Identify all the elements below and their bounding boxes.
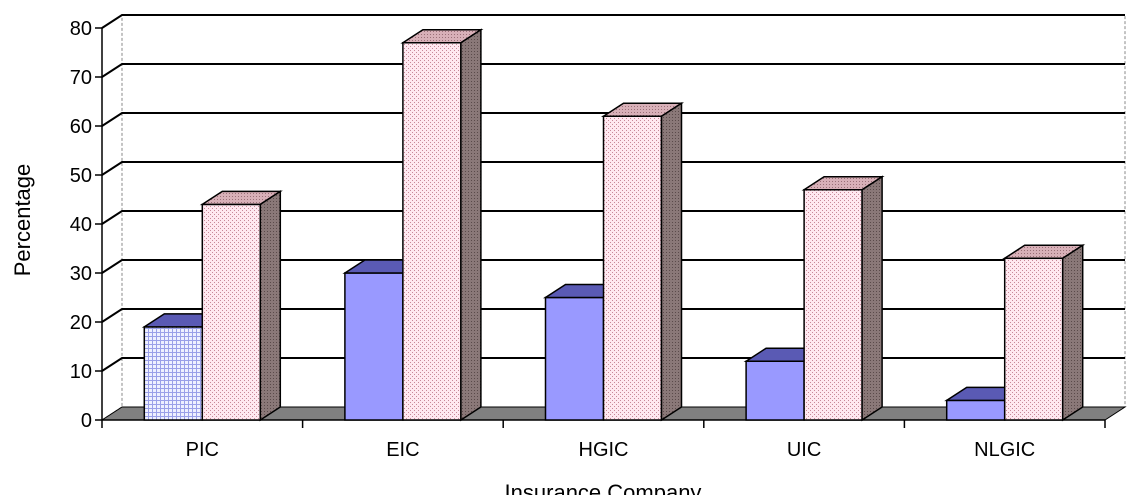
bar-front-face bbox=[544, 296, 605, 421]
bar-front-face bbox=[201, 203, 262, 421]
x-tick-label: EIC bbox=[386, 439, 419, 461]
x-axis-tick-labels: PIC EIC HGIC UIC NLGIC bbox=[186, 439, 1036, 461]
y-tick-label: 50 bbox=[70, 165, 92, 187]
gridline bbox=[101, 259, 1125, 274]
y-tick-label: 80 bbox=[70, 18, 92, 40]
bar-front-face bbox=[945, 399, 1006, 421]
y-tick-label: 60 bbox=[70, 116, 92, 138]
bars bbox=[141, 28, 1086, 422]
bar bbox=[141, 313, 225, 421]
bar bbox=[801, 175, 885, 422]
gridline bbox=[101, 308, 1125, 323]
x-tick-label: PIC bbox=[186, 439, 219, 461]
gridlines bbox=[101, 14, 1125, 372]
bar bbox=[600, 101, 685, 422]
bar bbox=[400, 28, 484, 422]
bar bbox=[1002, 243, 1086, 422]
bar-front-face bbox=[602, 115, 663, 421]
bar-front-face bbox=[803, 188, 863, 421]
x-tick-label: NLGIC bbox=[974, 439, 1035, 461]
bar-front-face bbox=[1003, 257, 1064, 421]
y-tick-label: 30 bbox=[70, 263, 92, 285]
y-tick-label: 10 bbox=[70, 361, 92, 383]
bar-front-face bbox=[745, 360, 805, 421]
x-tick-label: UIC bbox=[787, 439, 821, 461]
gridline bbox=[101, 63, 1125, 78]
x-tick-label: HGIC bbox=[579, 439, 629, 461]
y-tick-label: 40 bbox=[70, 214, 92, 236]
y-axis-title: Percentage bbox=[10, 164, 35, 277]
bar-front-face bbox=[344, 272, 404, 421]
y-tick-label: 20 bbox=[70, 312, 92, 334]
bar-front-face bbox=[143, 326, 204, 421]
bar-front-face bbox=[402, 41, 462, 421]
bar-side-face bbox=[660, 101, 683, 422]
gridline bbox=[101, 210, 1125, 225]
y-axis-tick-labels: 0 10 20 30 40 50 60 70 80 bbox=[70, 18, 92, 432]
bar bbox=[199, 190, 283, 422]
gridline bbox=[101, 14, 1125, 29]
gridline bbox=[101, 112, 1125, 127]
y-tick-label: 0 bbox=[81, 410, 92, 432]
bar-side-face bbox=[861, 175, 883, 422]
x-axis-title: Insurance Company bbox=[505, 480, 702, 495]
bar-side-face bbox=[1061, 243, 1084, 422]
bar-side-face bbox=[259, 190, 282, 422]
bar-side-face bbox=[460, 28, 482, 422]
gridline bbox=[101, 161, 1125, 176]
y-tick-label: 70 bbox=[70, 67, 92, 89]
